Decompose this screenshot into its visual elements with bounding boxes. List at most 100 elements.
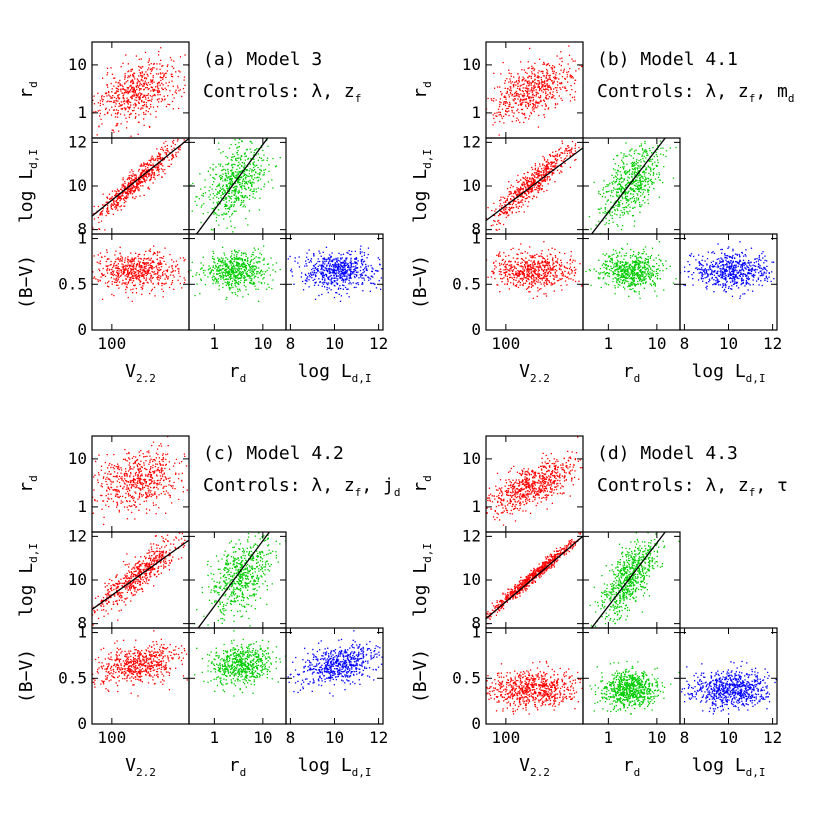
data-point [223,264,225,266]
data-point [330,255,332,257]
data-point [499,86,501,88]
data-point [138,276,141,279]
data-point [216,269,218,271]
data-point [220,196,222,199]
data-point [118,197,120,200]
data-point [532,93,534,95]
data-point [325,246,328,248]
data-point [570,149,572,151]
data-point [234,280,236,282]
data-point [494,210,496,212]
data-point [222,257,224,260]
data-point [549,91,551,94]
data-point [531,174,533,176]
data-point [207,276,209,278]
data-point [234,189,236,192]
data-point [122,177,124,179]
data-point [509,190,511,193]
data-point [165,82,167,84]
data-point [371,282,373,285]
data-point [563,68,565,70]
data-point [153,271,156,273]
data-point [249,189,251,192]
data-point [505,109,507,112]
data-point [173,67,175,69]
data-point [260,178,262,180]
data-point [309,276,311,278]
data-point [556,154,558,156]
data-point [137,94,139,96]
data-point [124,185,126,188]
data-point [122,95,124,97]
data-point [220,276,222,278]
data-point [523,95,526,97]
data-point [247,260,249,262]
data-point [374,283,376,285]
data-point [519,99,521,102]
data-point [217,280,219,283]
data-point [225,204,227,206]
data-point [245,155,247,157]
data-point [165,140,167,143]
data-point [539,58,541,60]
data-point [219,269,222,271]
data-point [538,101,540,104]
data-point [547,107,550,109]
data-point [255,275,257,278]
y-axis-label-sub: d [421,81,434,88]
data-point [532,96,535,99]
data-point [226,264,228,266]
data-point [122,282,124,284]
data-point [114,112,117,115]
data-point [119,83,121,85]
data-point [559,58,561,60]
data-point [127,275,130,277]
data-point [165,263,167,265]
data-point [354,261,356,263]
data-point [111,196,113,198]
data-point [130,191,132,193]
data-point [524,98,526,100]
data-point [335,272,337,274]
data-point [498,105,501,108]
data-point [101,211,103,213]
data-point [516,92,518,95]
y-axis-label-main: log L [410,169,431,223]
data-point [344,273,346,275]
data-point [525,193,527,195]
data-point [499,101,501,103]
data-point [179,146,181,148]
data-point [509,92,512,94]
data-point [510,207,512,209]
data-point [87,216,88,217]
data-point [500,102,502,104]
data-point [152,168,154,171]
data-point [504,82,506,84]
data-point [559,73,561,75]
data-point [106,112,109,114]
data-point [139,165,141,167]
data-point [99,115,101,117]
data-point [127,276,129,278]
data-point [170,145,173,147]
data-point [287,258,289,260]
data-point [517,108,519,110]
data-point [137,260,140,262]
data-point [136,78,138,80]
data-point [110,273,112,276]
data-point [144,96,147,98]
data-point [148,188,151,190]
data-point [143,262,145,264]
data-point [125,288,127,291]
data-point [160,100,163,103]
data-point [225,201,228,203]
data-point [237,266,240,268]
data-point [334,280,336,283]
data-point [554,103,557,105]
data-point [523,185,526,187]
data-point [243,252,245,254]
data-point [504,200,507,202]
data-point [547,166,549,168]
data-point [253,282,255,284]
